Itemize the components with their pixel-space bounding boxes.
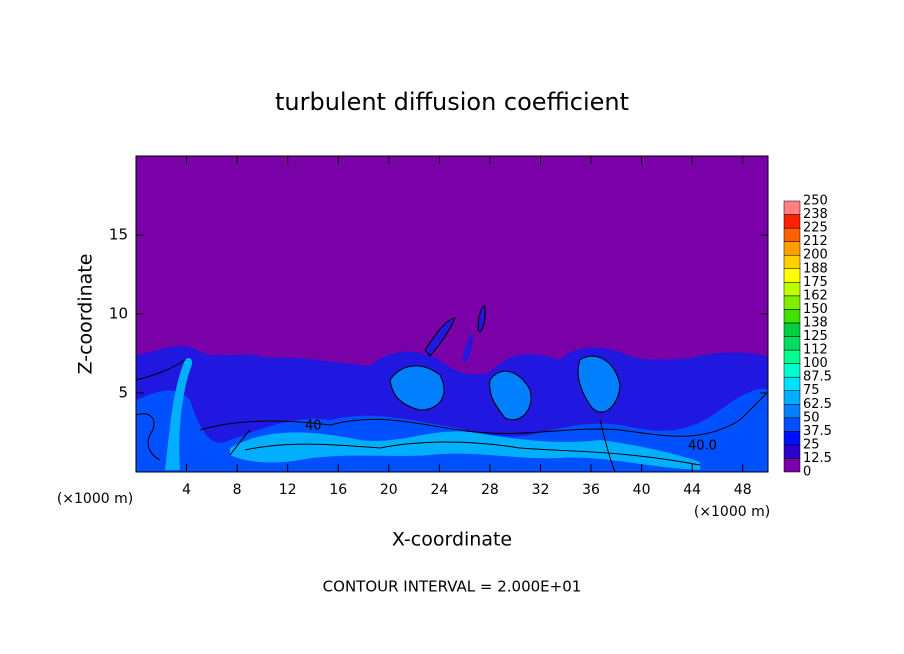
x-axis-label: X-coordinate (392, 529, 512, 551)
colorbar-label: 37.5 (803, 424, 832, 439)
x-tick-label: 4 (182, 482, 191, 498)
x-tick-label: 48 (734, 482, 752, 498)
colorbar-segment (783, 349, 801, 364)
colorbar-label: 188 (803, 261, 828, 276)
colorbar-label: 175 (803, 275, 828, 290)
x-tick-label: 36 (582, 482, 600, 498)
colorbar-segment (783, 444, 801, 459)
x-tick-label: 16 (329, 482, 347, 498)
x-tick-label: 28 (481, 482, 499, 498)
colorbar-label: 100 (803, 356, 828, 371)
contour-lines (136, 305, 768, 472)
x-unit-label: (×1000 m) (694, 504, 770, 520)
colorbar-label: 250 (803, 194, 828, 209)
colorbar-label: 12.5 (803, 451, 832, 466)
x-tick-label: 32 (532, 482, 550, 498)
colorbar-segment (783, 417, 801, 432)
colorbar-segment (783, 268, 801, 283)
colorbar-label: 25 (803, 437, 820, 452)
colorbar-segment (783, 390, 801, 405)
colorbar-label: 138 (803, 315, 828, 330)
colorbar-segment (783, 458, 801, 473)
y-axis-label: Z-coordinate (75, 254, 97, 375)
colorbar-label: 162 (803, 288, 828, 303)
colorbar-label: 125 (803, 329, 828, 344)
colorbar-label: 50 (803, 410, 820, 425)
colorbar-segment (783, 309, 801, 324)
x-unit-label: (×1000 m) (57, 491, 133, 507)
colorbar-label: 0 (803, 465, 811, 480)
colorbar-segment (783, 431, 801, 446)
field-region (165, 358, 193, 470)
chart-title: turbulent diffusion coefficient (275, 88, 629, 116)
x-tick-label: 20 (380, 482, 398, 498)
field-region (578, 356, 620, 413)
colorbar-segment (783, 336, 801, 351)
field-region (230, 431, 700, 470)
colorbar-segment (783, 214, 801, 229)
colorbar-label: 112 (803, 343, 828, 358)
colorbar-segment (783, 295, 801, 310)
colorbar-label: 200 (803, 248, 828, 263)
field-region (425, 305, 486, 362)
colorbar-segment (783, 254, 801, 269)
y-tick-label: 5 (118, 384, 128, 402)
contour-label: 40.0 (688, 439, 717, 454)
colorbar-label: 212 (803, 234, 828, 249)
colorbar-label: 87.5 (803, 370, 832, 385)
colorbar-segment (783, 200, 801, 215)
colorbar-segment (783, 241, 801, 256)
y-tick-label: 15 (109, 226, 128, 244)
x-tick-label: 40 (633, 482, 651, 498)
colorbar-segment (783, 376, 801, 391)
x-tick-label: 8 (233, 482, 242, 498)
contour-label: 40 (305, 419, 322, 434)
field-region (390, 365, 444, 410)
colorbar-label: 75 (803, 383, 820, 398)
x-tick-label: 12 (279, 482, 297, 498)
colorbar-segment (783, 227, 801, 242)
colorbar-segment (783, 363, 801, 378)
field-region (489, 371, 531, 420)
y-tick-label: 10 (109, 305, 128, 323)
x-tick-label: 44 (683, 482, 701, 498)
colorbar-segment (783, 404, 801, 419)
x-tick-label: 24 (430, 482, 448, 498)
colorbar-segment (783, 282, 801, 297)
colorbar-segment (783, 322, 801, 337)
colorbar-label: 238 (803, 207, 828, 222)
colorbar-label: 150 (803, 302, 828, 317)
footnote: CONTOUR INTERVAL = 2.000E+01 (323, 578, 582, 596)
colorbar-label: 225 (803, 221, 828, 236)
colorbar-label: 62.5 (803, 397, 832, 412)
field (136, 305, 768, 472)
